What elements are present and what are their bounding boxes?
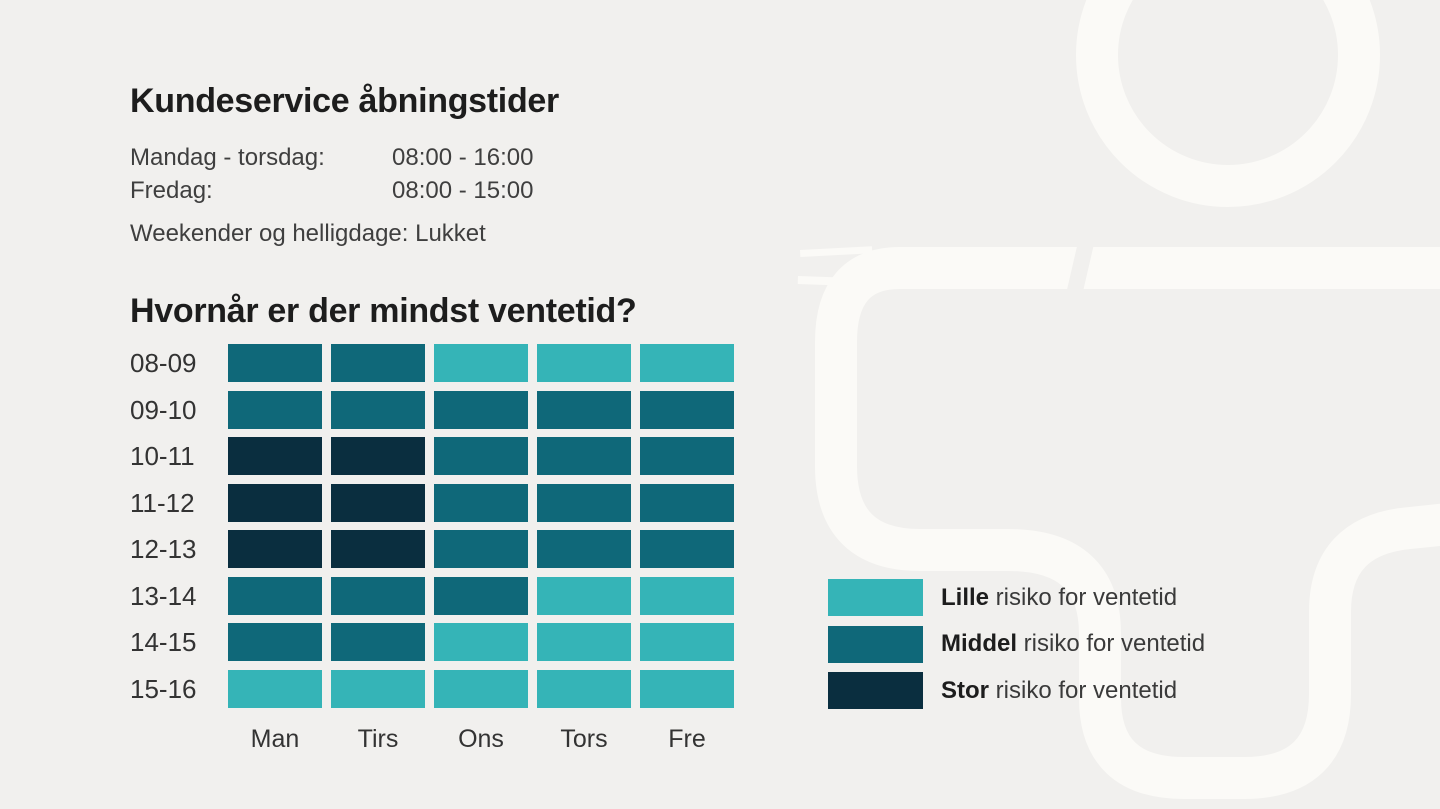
heatmap-cell [434, 669, 528, 708]
legend-item-lille: Lille risiko for ventetid [828, 579, 1205, 616]
opening-hours-row: Fredag: 08:00 - 15:00 [130, 174, 533, 207]
heatmap-cell [228, 669, 322, 708]
heatmap-day-label: Man [250, 724, 300, 753]
heatmap-cell [228, 530, 322, 568]
heatmap-cell [434, 576, 528, 615]
risk-legend: Lille risiko for ventetid Middel risiko f… [828, 579, 1205, 719]
heatmap-row-label: 13-14 [130, 580, 197, 611]
heatmap-cell [228, 623, 322, 661]
heatmap-cell [640, 623, 734, 661]
legend-item-stor: Stor risiko for ventetid [828, 672, 1205, 709]
heatmap-cell [434, 530, 528, 568]
heatmap-cell [434, 437, 528, 475]
heatmap-cell [228, 437, 322, 475]
heatmap-row-label: 10-11 [130, 441, 195, 471]
heatmap-cell [228, 576, 322, 615]
heatmap-cell [537, 623, 631, 661]
heatmap-day-label: Fre [668, 724, 706, 753]
legend-swatch-lille [828, 579, 923, 616]
heatmap-cell [331, 483, 425, 522]
heatmap-cell [434, 483, 528, 522]
heatmap-cell [537, 669, 631, 708]
heatmap-row-label: 09-10 [130, 394, 197, 425]
heatmap-row-label: 08-09 [130, 348, 197, 378]
heatmap-cell [537, 437, 631, 475]
heatmap-cell [228, 344, 322, 382]
heatmap-row-label: 14-15 [130, 627, 197, 657]
legend-swatch-middel [828, 625, 923, 663]
heatmap-cell [331, 344, 425, 382]
legend-label: Stor risiko for ventetid [941, 676, 1178, 704]
heatmap-cell [331, 437, 425, 475]
legend-item-middel: Middel risiko for ventetid [828, 625, 1206, 663]
wait-time-heatmap: 08-09 09-10 10-11 11-12 12-13 13-14 14-15 15-16… [130, 344, 734, 754]
weekend-note: Weekender og helligdage: Lukket [130, 220, 486, 247]
heatmap-day-label: Tors [560, 724, 608, 753]
heatmap-cell [537, 483, 631, 522]
heatmap-title: Hvornår er der mindst ventetid? [130, 292, 637, 330]
heatmap-cell [640, 576, 734, 615]
heatmap-cell [640, 669, 734, 708]
heatmap-row-label: 11-12 [130, 487, 195, 518]
opening-hours-row: Mandag - torsdag: 08:00 - 16:00 [130, 141, 533, 174]
heatmap-cell [640, 437, 734, 475]
heatmap-cell [537, 344, 631, 382]
heatmap-row-label: 15-16 [130, 673, 197, 704]
opening-hours-day-label: Mandag - torsdag: [130, 144, 325, 171]
heatmap-cell [537, 390, 631, 429]
opening-hours-time: 08:00 - 16:00 [392, 144, 534, 171]
heatmap-cell [640, 530, 734, 568]
heatmap-cell [228, 483, 322, 522]
heatmap-cell [434, 390, 528, 429]
heatmap-cell [331, 669, 425, 708]
legend-label: Lille risiko for ventetid [941, 583, 1178, 611]
heatmap-cell [331, 623, 425, 661]
opening-hours-day-label: Fredag: [130, 177, 213, 204]
heatmap-cell [434, 623, 528, 661]
heatmap-cell [434, 344, 528, 382]
heatmap-cell [640, 344, 734, 382]
heatmap-cell [537, 576, 631, 615]
heatmap-cell [640, 483, 734, 522]
heatmap-row-label: 12-13 [130, 534, 197, 564]
heatmap-day-label: Ons [458, 724, 504, 753]
page-title: Kundeservice åbningstider [130, 82, 559, 120]
heatmap-cell [537, 530, 631, 568]
legend-label: Middel risiko for ventetid [941, 630, 1206, 657]
heatmap-cell [331, 390, 425, 429]
opening-hours-time: 08:00 - 15:00 [392, 177, 534, 204]
heatmap-day-label: Tirs [357, 724, 399, 753]
heatmap-cell [331, 576, 425, 615]
heatmap-cell [640, 390, 734, 429]
legend-swatch-stor [828, 672, 923, 709]
heatmap-cell [228, 390, 322, 429]
opening-hours-list: Mandag - torsdag: 08:00 - 16:00 Fredag: 08… [130, 141, 533, 207]
heatmap-cell [331, 530, 425, 568]
